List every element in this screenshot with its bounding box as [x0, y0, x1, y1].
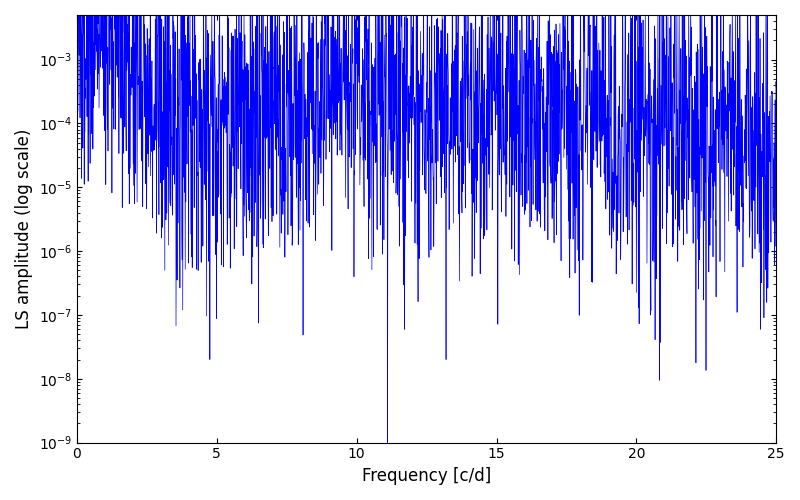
X-axis label: Frequency [c/d]: Frequency [c/d] [362, 467, 491, 485]
Y-axis label: LS amplitude (log scale): LS amplitude (log scale) [15, 128, 33, 329]
